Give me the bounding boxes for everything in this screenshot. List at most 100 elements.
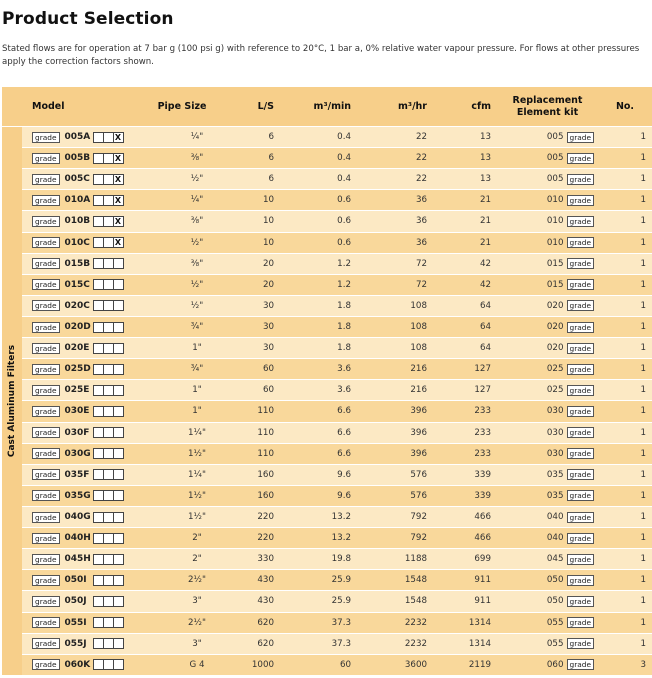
option-checkbox[interactable]	[112, 469, 124, 481]
m3-min-cell: 9.6	[280, 464, 357, 486]
grade-tag: grade	[32, 638, 60, 650]
option-checkbox[interactable]	[112, 659, 124, 671]
pipe-size-cell: ½"	[134, 232, 230, 254]
kit-number: 055	[546, 617, 564, 628]
table-row: grade 020E 1" 30 1.8 108 64 020 grade 1	[2, 337, 652, 360]
replacement-kit-cell: 040 grade	[497, 527, 598, 550]
pipe-size-cell: 1"	[134, 379, 230, 402]
model-code: 005C	[64, 174, 90, 185]
cfm-cell: 1314	[433, 633, 497, 655]
model-code: 015C	[64, 279, 90, 290]
option-checkbox[interactable]	[112, 595, 124, 607]
cfm-cell: 64	[433, 337, 497, 360]
option-checkbox[interactable]: X	[112, 215, 124, 227]
pipe-size-cell: 1"	[134, 400, 230, 423]
option-checkbox[interactable]	[112, 258, 124, 270]
header-model: Model	[22, 87, 134, 127]
grade-tag: grade	[32, 342, 60, 354]
option-checkbox[interactable]	[112, 574, 124, 586]
replacement-kit-cell: 055 grade	[497, 612, 598, 634]
grade-tag: grade	[32, 194, 60, 206]
m3-hr-cell: 72	[357, 274, 433, 296]
m3-min-cell: 1.8	[280, 316, 357, 339]
model-cell: grade 035F	[22, 464, 134, 486]
table-row: grade 020C ½" 30 1.8 108 64 020 grade 1	[2, 295, 652, 317]
option-checkbox[interactable]: X	[112, 237, 124, 249]
option-checkbox[interactable]	[112, 279, 124, 291]
pipe-size-cell: ½"	[134, 295, 230, 317]
option-checkbox[interactable]	[112, 321, 124, 333]
m3-min-cell: 3.6	[280, 358, 357, 381]
grade-tag: grade	[566, 553, 594, 565]
kit-number: 030	[546, 406, 564, 417]
pipe-size-cell: 1¼"	[134, 422, 230, 444]
grade-tag: grade	[566, 131, 594, 143]
qty-cell: 1	[598, 633, 652, 655]
option-checkbox[interactable]	[112, 638, 124, 650]
kit-number: 050	[546, 596, 564, 607]
qty-cell: 1	[598, 422, 652, 444]
option-checkbox[interactable]	[112, 532, 124, 544]
cfm-cell: 2119	[433, 654, 497, 676]
ls-cell: 10	[230, 210, 280, 233]
option-checkbox[interactable]	[112, 384, 124, 396]
m3-hr-cell: 216	[357, 358, 433, 381]
option-checkbox[interactable]	[112, 363, 124, 375]
option-checkbox[interactable]: X	[112, 194, 124, 206]
ls-cell: 620	[230, 612, 280, 634]
m3-hr-cell: 1188	[357, 548, 433, 571]
option-checkbox[interactable]	[112, 300, 124, 312]
model-cell: grade 010A X	[22, 189, 134, 212]
option-checkbox[interactable]: X	[112, 173, 124, 185]
option-checkbox[interactable]	[112, 490, 124, 502]
model-code: 025E	[64, 385, 90, 396]
kit-number: 045	[546, 554, 564, 565]
model-code: 015B	[64, 258, 91, 269]
header-corner	[2, 87, 22, 127]
m3-hr-cell: 2232	[357, 633, 433, 655]
m3-hr-cell: 22	[357, 126, 433, 149]
pipe-size-cell: ¾"	[134, 316, 230, 339]
option-checkbox[interactable]	[112, 511, 124, 523]
m3-hr-cell: 576	[357, 464, 433, 486]
grade-tag: grade	[566, 363, 594, 375]
option-checkbox[interactable]	[112, 448, 124, 460]
pipe-size: 1¼"	[188, 427, 206, 438]
cfm-cell: 13	[433, 126, 497, 149]
option-checkbox[interactable]	[112, 427, 124, 439]
model-cell: grade 010B X	[22, 210, 134, 233]
cfm-cell: 64	[433, 295, 497, 317]
qty-cell: 1	[598, 612, 652, 634]
grade-tag: grade	[566, 173, 594, 185]
m3-hr-cell: 216	[357, 379, 433, 402]
qty-cell: 1	[598, 295, 652, 317]
option-checkbox[interactable]	[112, 342, 124, 354]
m3-hr-cell: 108	[357, 337, 433, 360]
m3-min-cell: 37.3	[280, 633, 357, 655]
replacement-kit-cell: 005 grade	[497, 147, 598, 170]
m3-min-cell: 9.6	[280, 485, 357, 507]
option-checkbox[interactable]: X	[112, 131, 124, 143]
qty-cell: 1	[598, 126, 652, 149]
option-checkbox[interactable]: X	[112, 152, 124, 164]
ls-cell: 6	[230, 168, 280, 191]
model-cell: grade 040G	[22, 506, 134, 529]
model-code: 040G	[64, 512, 91, 523]
grade-tag: grade	[32, 279, 60, 291]
grade-tag: grade	[566, 511, 594, 523]
grade-tag: grade	[32, 574, 60, 586]
table-row: grade 005C X ½" 6 0.4 22 13 005 grade 1	[2, 168, 652, 191]
option-checkbox[interactable]	[112, 405, 124, 417]
option-checkbox[interactable]	[112, 553, 124, 565]
qty-cell: 1	[598, 443, 652, 465]
grade-tag: grade	[566, 448, 594, 460]
model-cell: grade 030F	[22, 422, 134, 444]
pipe-size: 1½"	[188, 490, 206, 501]
model-cell: grade 025E	[22, 379, 134, 402]
pipe-size: 1½"	[188, 512, 206, 523]
ls-cell: 220	[230, 506, 280, 529]
replacement-kit-cell: 020 grade	[497, 316, 598, 339]
ls-cell: 110	[230, 400, 280, 423]
option-checkbox[interactable]	[112, 617, 124, 629]
grade-tag: grade	[32, 237, 60, 249]
